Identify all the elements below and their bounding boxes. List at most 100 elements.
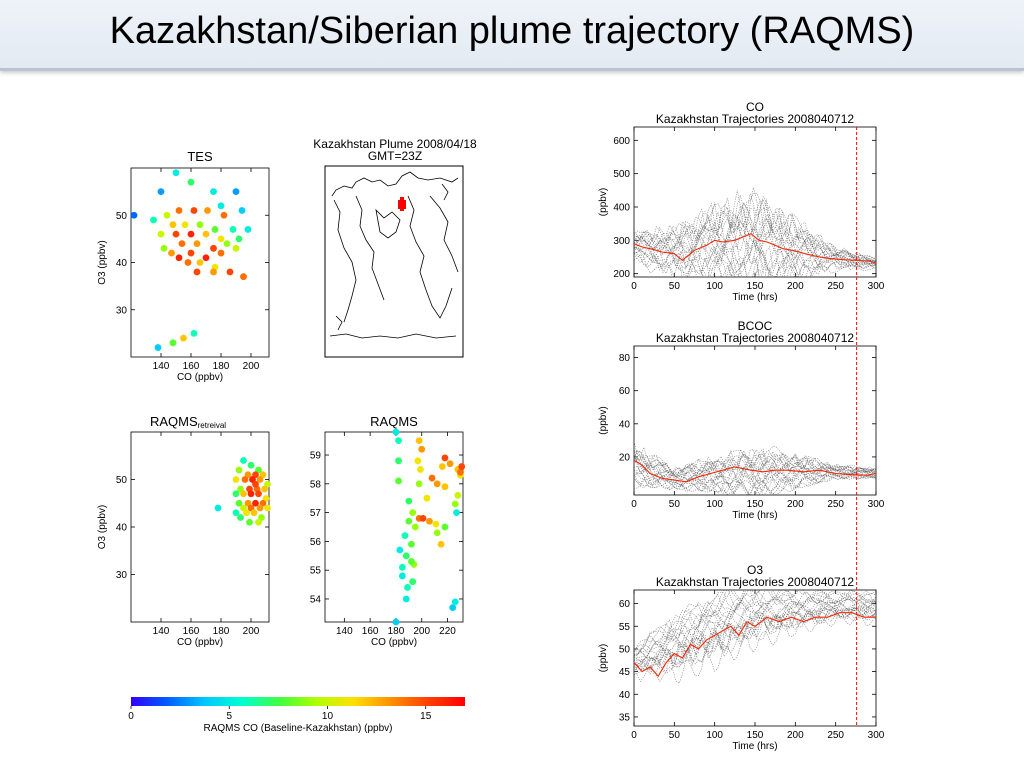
data-point xyxy=(423,494,431,502)
data-point xyxy=(160,244,168,252)
data-point xyxy=(187,230,195,238)
x-tick-label: 200 xyxy=(787,281,804,292)
x-axis-label: CO (ppbv) xyxy=(177,637,223,648)
trajectory-line xyxy=(634,600,876,659)
data-point xyxy=(392,618,400,626)
y-axis-label: O3 (ppbv) xyxy=(97,505,108,549)
x-tick-label: 50 xyxy=(669,730,681,741)
data-point xyxy=(446,460,454,468)
data-point xyxy=(172,230,180,238)
data-point xyxy=(217,235,225,243)
trajectory-line xyxy=(634,450,876,478)
y-tick-label: 35 xyxy=(619,712,631,723)
y-tick-label: 40 xyxy=(619,419,631,430)
y-tick-label: 54 xyxy=(310,594,322,605)
data-point xyxy=(451,500,459,508)
data-point xyxy=(180,334,187,342)
data-point xyxy=(264,504,271,512)
trajectory-line xyxy=(634,595,876,654)
trajectory-line xyxy=(634,238,876,277)
data-point xyxy=(405,517,413,525)
data-point xyxy=(193,240,201,248)
trajectory-line xyxy=(634,190,876,261)
data-point xyxy=(405,497,413,505)
trajectory-line xyxy=(634,214,876,265)
data-point xyxy=(415,480,423,488)
chart-title: BCOC xyxy=(738,319,773,333)
plot-frame xyxy=(633,126,877,278)
data-point xyxy=(419,514,427,522)
data-point xyxy=(392,428,400,436)
trajectory-line xyxy=(634,590,876,655)
trajectory-line xyxy=(634,590,876,652)
chart-title-main: RAQMS xyxy=(150,414,198,429)
data-point xyxy=(223,240,231,248)
data-point xyxy=(401,532,409,540)
trajectory-line xyxy=(634,593,876,652)
chart-title-subscript: retreival xyxy=(198,421,227,430)
y-tick-label: 60 xyxy=(619,599,631,610)
trajectory-line xyxy=(634,449,876,476)
y-tick-label: 45 xyxy=(619,667,631,678)
data-point xyxy=(404,584,411,591)
data-point xyxy=(402,595,410,603)
data-point xyxy=(395,457,402,465)
y-axis-label: O3 (ppbv) xyxy=(97,240,108,284)
data-point xyxy=(395,477,402,485)
trajectory-line xyxy=(634,198,876,262)
trajectory-line xyxy=(634,600,876,666)
chart-title: O3 xyxy=(747,563,763,577)
x-tick-label: 300 xyxy=(868,281,885,292)
x-axis-label: Time (hrs) xyxy=(732,292,777,303)
data-point xyxy=(398,563,406,571)
x-tick-label: 100 xyxy=(706,499,723,510)
y-tick-label: 40 xyxy=(116,523,128,534)
x-tick-label: 180 xyxy=(213,626,230,637)
y-tick-label: 500 xyxy=(613,169,630,180)
data-point xyxy=(398,572,406,580)
data-point xyxy=(190,207,198,214)
data-point xyxy=(457,468,464,476)
trajectory-line xyxy=(634,253,876,277)
y-tick-label: 57 xyxy=(310,508,322,519)
data-point xyxy=(417,466,424,473)
x-tick-label: 160 xyxy=(183,626,200,637)
data-point xyxy=(261,485,268,493)
data-point xyxy=(232,244,240,252)
colorbar-tick-label: 10 xyxy=(322,711,334,722)
data-point xyxy=(232,476,240,483)
x-axis-label: CO (ppbv) xyxy=(371,637,417,648)
chart-raqms: 140 160 180 200 220 54 55 56 57 58 59 CO (ppbv) RAQM… xyxy=(310,414,466,648)
x-axis-label: Time (hrs) xyxy=(732,510,777,521)
trajectory-line xyxy=(634,608,876,674)
data-point xyxy=(246,518,253,526)
mean-trajectory-line xyxy=(634,612,876,678)
data-point xyxy=(211,226,219,233)
data-point xyxy=(196,259,204,266)
title-bar: Kazakhstan/Siberian plume trajectory (RA… xyxy=(0,0,1024,71)
data-point xyxy=(187,178,195,186)
x-tick-label: 100 xyxy=(706,281,723,292)
data-point xyxy=(184,259,192,266)
data-point xyxy=(181,221,189,229)
x-tick-label: 180 xyxy=(388,626,405,637)
x-tick-label: 0 xyxy=(631,281,637,292)
data-point xyxy=(244,226,252,233)
data-point xyxy=(426,517,433,525)
chart-title: RAQMS xyxy=(370,414,418,429)
x-tick-label: 150 xyxy=(747,730,764,741)
trajectory-line xyxy=(634,252,876,277)
y-tick-label: 58 xyxy=(310,479,322,490)
chart-title: CO xyxy=(746,100,764,114)
data-point xyxy=(150,216,157,224)
trajectory-line xyxy=(634,441,876,473)
data-point xyxy=(411,523,419,531)
y-tick-label: 600 xyxy=(613,136,630,147)
x-tick-label: 160 xyxy=(362,626,379,637)
chart-bcoc_traj: 0 50 100 150 200 250 300 20 40 60 80 Time (hrs) (ppb… xyxy=(598,319,885,521)
x-tick-label: 220 xyxy=(439,626,456,637)
data-point xyxy=(408,558,415,565)
trajectory-line xyxy=(634,473,876,495)
data-point xyxy=(157,230,165,238)
